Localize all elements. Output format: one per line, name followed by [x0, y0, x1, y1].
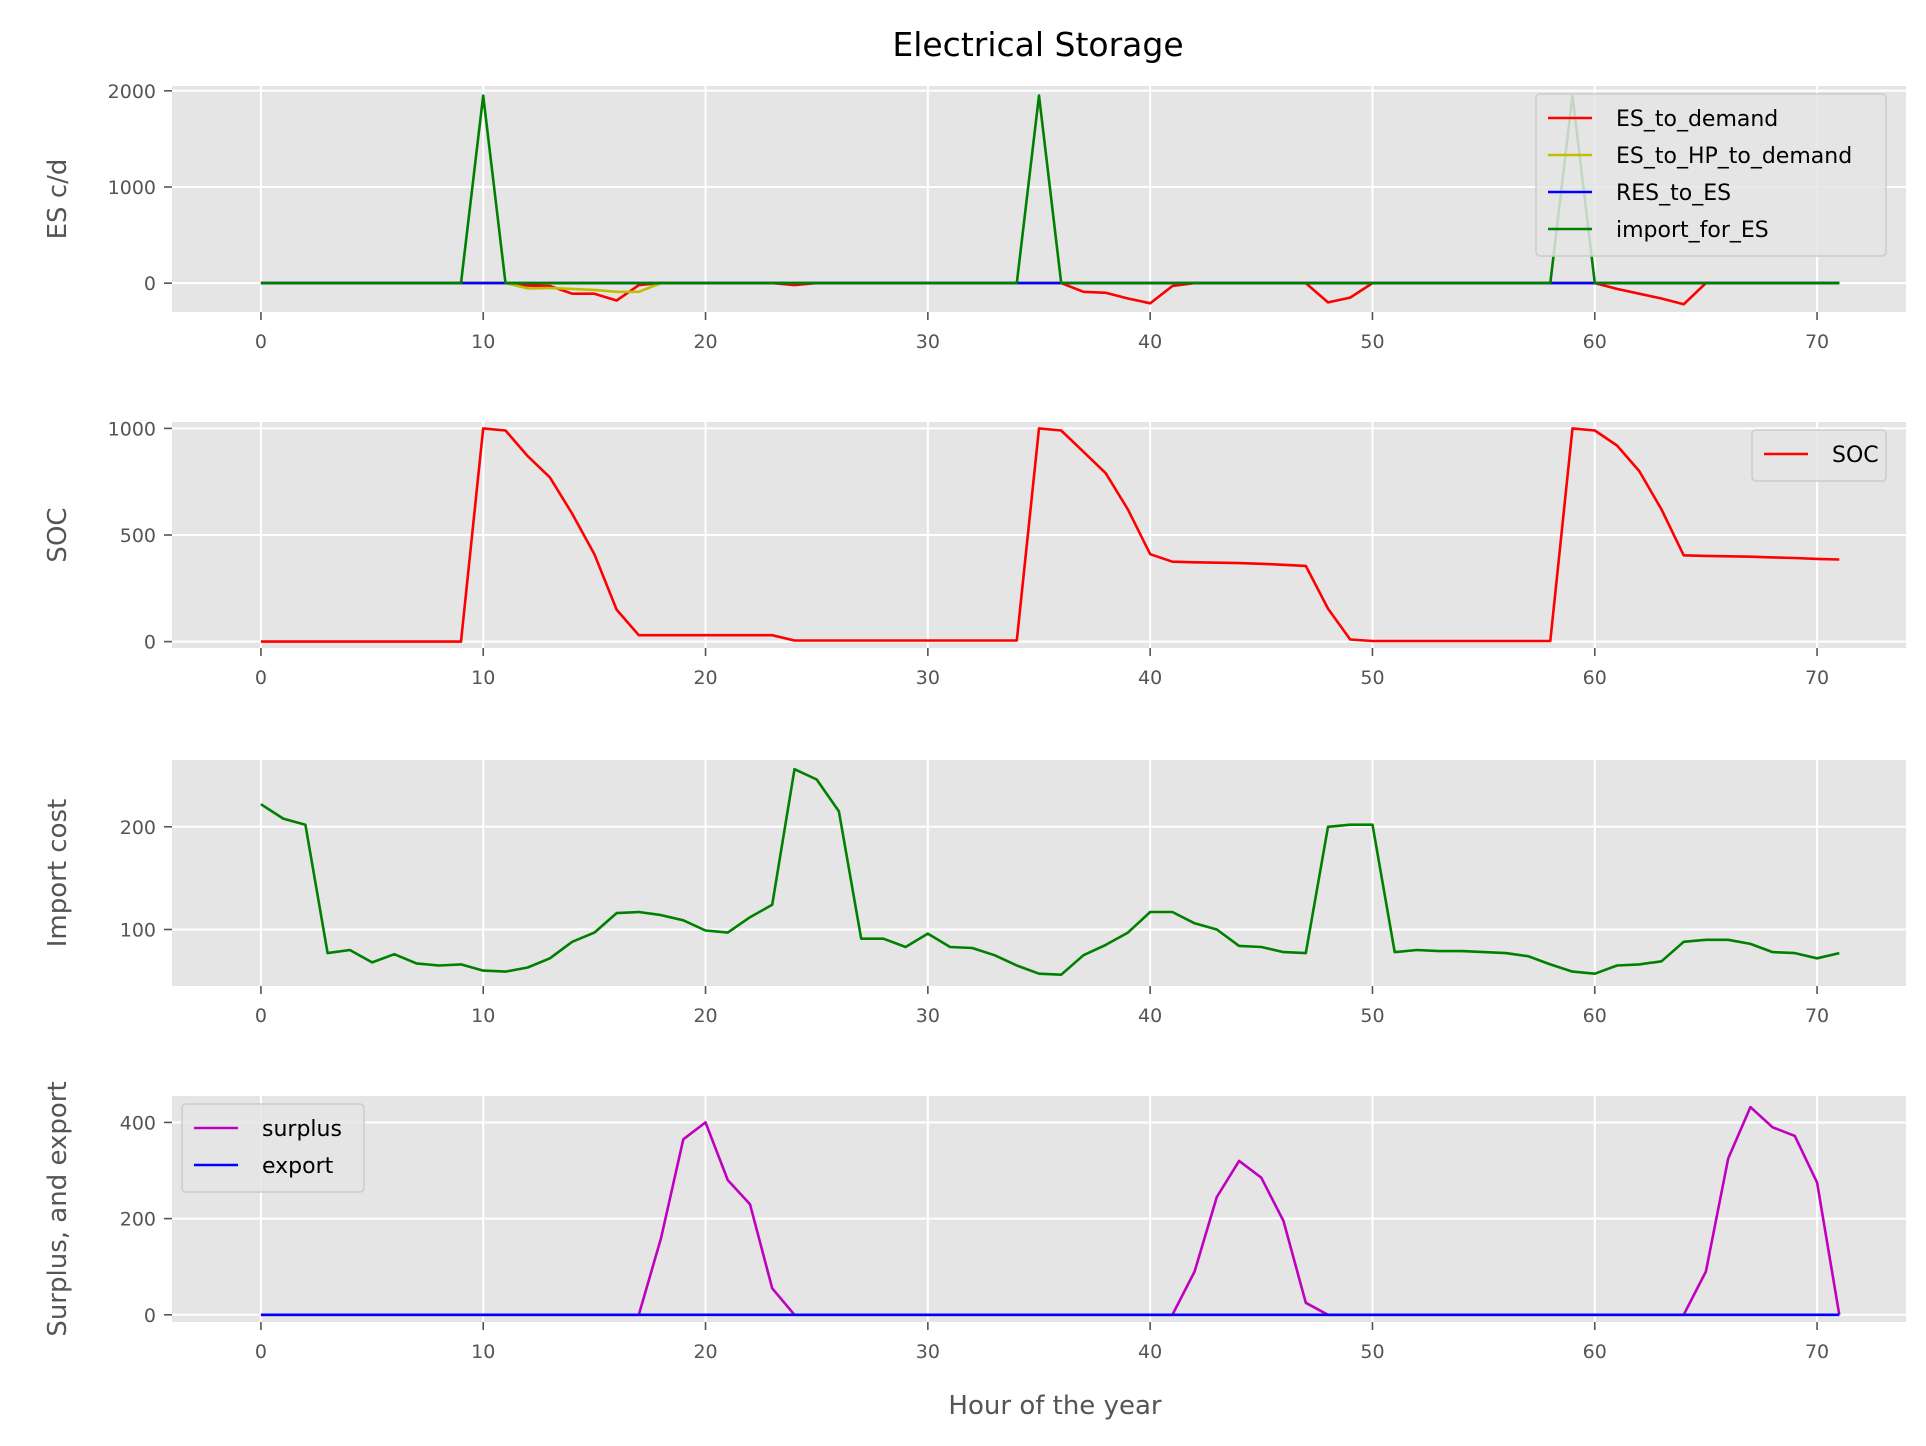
series-line-import-cost: [260, 767, 1840, 977]
x-tick-label: 60: [1583, 667, 1607, 689]
plot-area: [172, 1096, 1906, 1322]
x-tick-label: 30: [916, 331, 940, 353]
x-tick-label: 60: [1583, 1005, 1607, 1027]
y-tick-label: 2000: [108, 81, 156, 103]
x-tick-label: 70: [1805, 667, 1829, 689]
y-tick-label: 0: [144, 273, 156, 295]
x-tick-label: 40: [1138, 1005, 1162, 1027]
x-axis-label: Hour of the year: [948, 1391, 1161, 1421]
subplot-4: 0 10 20 30 40 50 60 70 0 200 400 Surplus, and expor…: [43, 1081, 1906, 1421]
chart-title: Electrical Storage: [892, 25, 1183, 64]
x-tick-label: 20: [693, 331, 717, 353]
x-tick-label: 70: [1805, 331, 1829, 353]
legend-label: import_for_ES: [1616, 218, 1769, 243]
x-tick-label: 10: [471, 667, 495, 689]
x-tick-label: 40: [1138, 667, 1162, 689]
x-tick-label: 40: [1138, 1341, 1162, 1363]
legend-label: RES_to_ES: [1616, 181, 1731, 206]
x-tick-label: 50: [1360, 1341, 1384, 1363]
y-axis-label: Import cost: [43, 799, 73, 948]
x-tick-label: 60: [1583, 1341, 1607, 1363]
y-axis-label: Surplus, and export: [43, 1081, 73, 1336]
y-tick-label: 400: [120, 1112, 156, 1134]
legend-label: export: [262, 1154, 334, 1179]
y-tick-label: 500: [120, 525, 156, 547]
y-tick-label: 0: [144, 1305, 156, 1327]
x-tick-label: 30: [916, 1341, 940, 1363]
legend-label: ES_to_HP_to_demand: [1616, 144, 1852, 169]
plot-area: [172, 760, 1906, 986]
y-tick-label: 0: [144, 632, 156, 654]
legend-box: [1751, 429, 1887, 482]
legend-box: [1535, 93, 1887, 257]
x-tick-label: 70: [1805, 1341, 1829, 1363]
x-tick-label: 40: [1138, 331, 1162, 353]
subplot-1: 0 10 20 30 40 50 60 70 0 1000 2000 ES c/d ES_to_dema…: [43, 81, 1906, 353]
x-tick-label: 10: [471, 1005, 495, 1027]
x-tick-label: 0: [255, 1005, 267, 1027]
x-tick-label: 20: [693, 667, 717, 689]
legend: SOC: [1751, 429, 1887, 482]
subplot-2: 0 10 20 30 40 50 60 70 0 500 1000 SOC SOC: [43, 418, 1906, 689]
legend-label: SOC: [1832, 443, 1879, 468]
x-tick-label: 0: [255, 331, 267, 353]
x-tick-label: 0: [255, 1341, 267, 1363]
x-tick-label: 20: [693, 1341, 717, 1363]
y-axis-label: SOC: [43, 507, 73, 562]
x-tick-label: 50: [1360, 331, 1384, 353]
y-axis-label: ES c/d: [43, 159, 73, 240]
subplot-3: 0 10 20 30 40 50 60 70 100 200 Import cost: [43, 760, 1906, 1027]
x-tick-label: 70: [1805, 1005, 1829, 1027]
legend-label: ES_to_demand: [1616, 107, 1778, 132]
x-tick-label: 10: [471, 331, 495, 353]
x-tick-label: 50: [1360, 667, 1384, 689]
y-tick-label: 100: [120, 920, 156, 942]
y-tick-label: 200: [120, 817, 156, 839]
legend-label: surplus: [262, 1117, 342, 1142]
x-tick-label: 50: [1360, 1005, 1384, 1027]
series-line-soc: [260, 427, 1840, 643]
x-tick-label: 0: [255, 667, 267, 689]
x-tick-label: 10: [471, 1341, 495, 1363]
y-tick-label: 1000: [108, 418, 156, 440]
y-tick-label: 1000: [108, 177, 156, 199]
x-tick-label: 30: [916, 667, 940, 689]
x-tick-label: 60: [1583, 331, 1607, 353]
legend: surplus export: [181, 1103, 365, 1193]
legend: ES_to_demand ES_to_HP_to_demand RES_to_ESi…: [1535, 93, 1887, 257]
y-tick-label: 200: [120, 1209, 156, 1231]
legend-box: [181, 1103, 365, 1193]
x-tick-label: 20: [693, 1005, 717, 1027]
x-tick-label: 30: [916, 1005, 940, 1027]
